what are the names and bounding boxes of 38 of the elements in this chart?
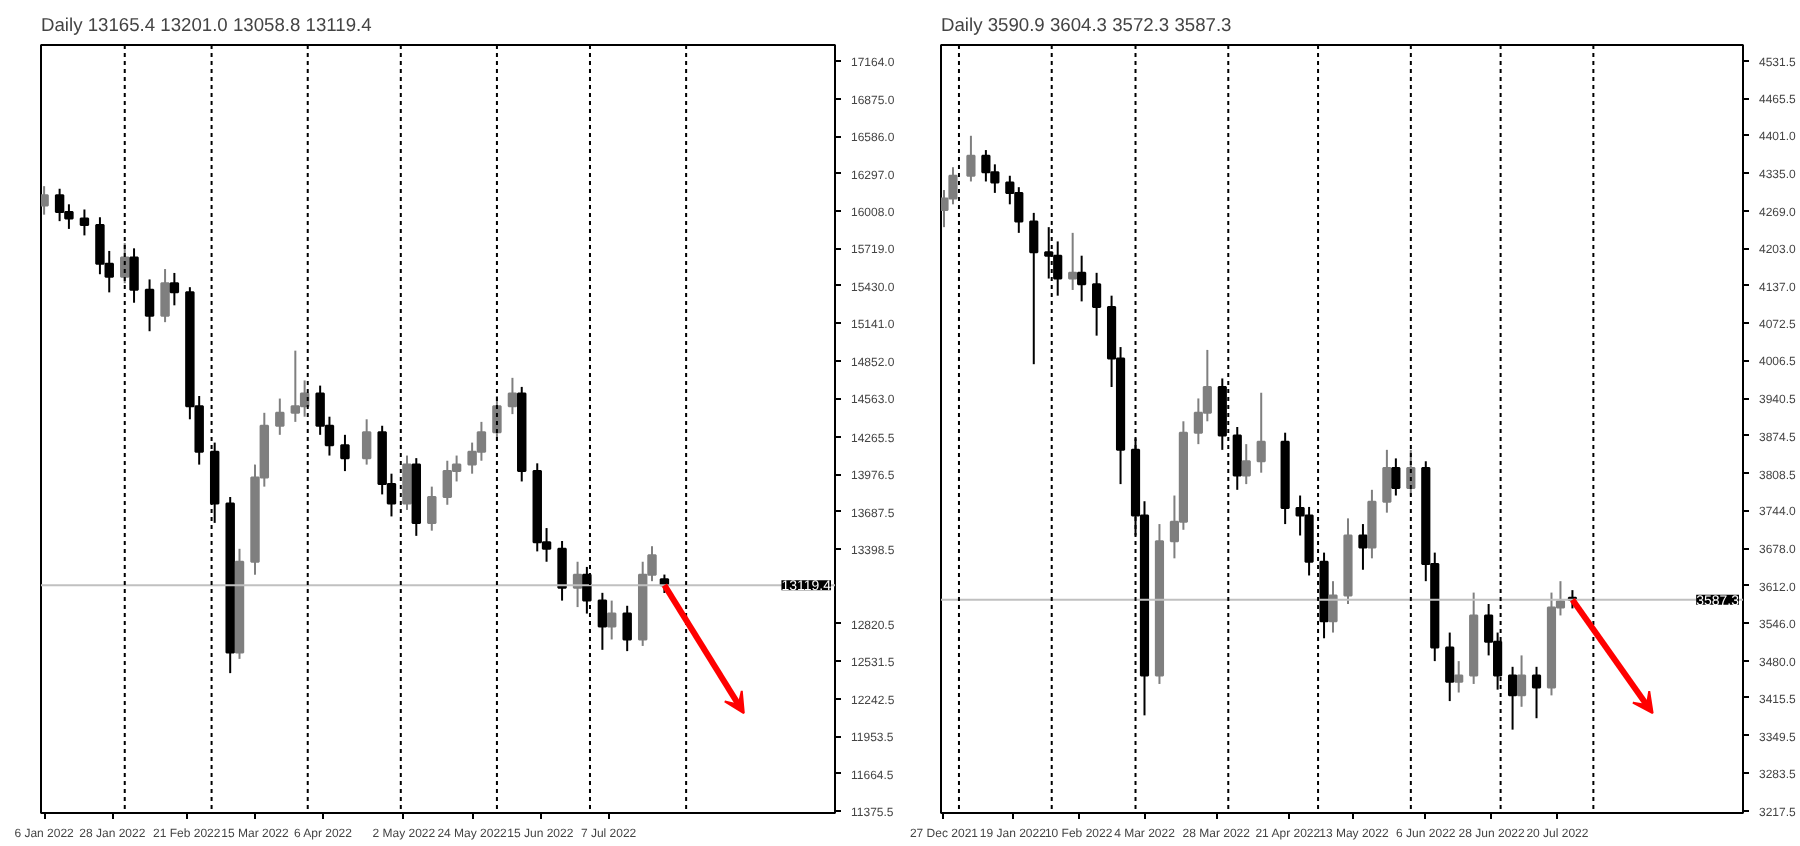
- candlestick: [1241, 443, 1251, 486]
- candlestick: [427, 485, 437, 532]
- candlestick: [1029, 211, 1039, 366]
- candlestick: [275, 397, 285, 436]
- candlestick: [557, 540, 567, 602]
- candlestick: [1531, 665, 1542, 720]
- candlestick: [340, 433, 350, 473]
- candlestick: [1516, 654, 1527, 708]
- candlestick: [1358, 523, 1368, 571]
- candlestick: [41, 185, 49, 216]
- candlestick: [622, 604, 632, 653]
- candlestick: [1445, 631, 1455, 703]
- candlestick: [1507, 665, 1518, 731]
- candlestick: [597, 591, 608, 651]
- candlestick: [160, 268, 170, 324]
- candlestick: [1367, 488, 1377, 560]
- candlestick: [981, 149, 991, 183]
- candlestick: [1391, 457, 1401, 497]
- candlestick: [1454, 660, 1464, 694]
- candlestick: [79, 208, 90, 237]
- candlestick: [442, 459, 453, 506]
- chart-title: Daily 13165.4 13201.0 13058.8 13119.4: [41, 15, 372, 35]
- candlestick: [1068, 231, 1078, 291]
- candlestick: [169, 271, 180, 307]
- candlestick: [1232, 426, 1242, 491]
- candlestick: [966, 134, 976, 183]
- candlestick: [144, 278, 155, 333]
- candlestick: [402, 454, 412, 511]
- candlestick: [1256, 391, 1266, 474]
- candlestick: [507, 376, 518, 416]
- candlestick: [1077, 254, 1087, 303]
- candlestick: [1092, 271, 1102, 337]
- chart-title: Daily 3590.9 3604.3 3572.3 3587.3: [941, 15, 1232, 35]
- candlestick: [1328, 580, 1338, 634]
- candlestick: [1382, 448, 1392, 514]
- candlestick: [606, 599, 617, 641]
- candlestick: [361, 418, 372, 466]
- candlestick: [290, 349, 301, 423]
